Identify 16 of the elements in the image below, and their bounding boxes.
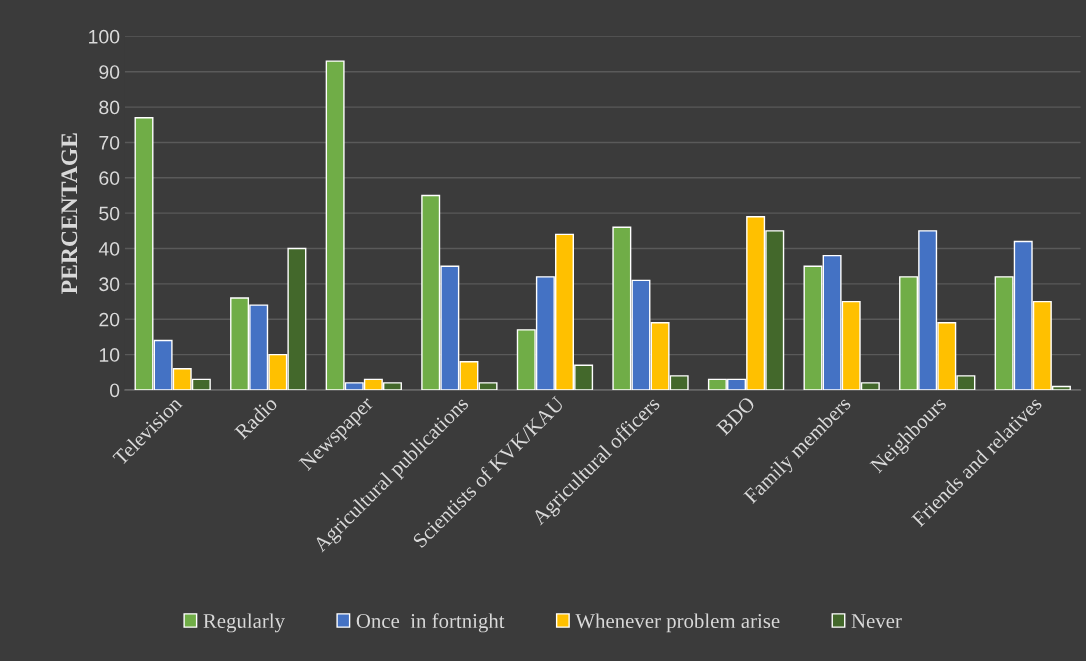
y-tick-label: 10 xyxy=(99,348,120,362)
legend-label: Regularly xyxy=(203,613,285,633)
legend-label: Never xyxy=(851,614,902,629)
y-axis-title: PERCENTAGE xyxy=(61,133,78,294)
y-tick-label: 60 xyxy=(99,171,120,186)
y-tick-label: 30 xyxy=(99,277,120,292)
legend-label: Once in fortnight xyxy=(356,613,505,633)
y-tick-label: 70 xyxy=(99,135,120,150)
y-tick-label: 100 xyxy=(89,29,120,44)
y-tick-label: 50 xyxy=(99,206,120,221)
y-tick-label: 20 xyxy=(99,312,120,327)
y-tick-label: 40 xyxy=(98,242,120,256)
legend-label: Whenever problem arise xyxy=(575,613,780,633)
y-tick-label: 80 xyxy=(99,100,120,115)
y-tick-label: 0 xyxy=(109,383,120,398)
y-tick-label: 90 xyxy=(99,65,120,79)
